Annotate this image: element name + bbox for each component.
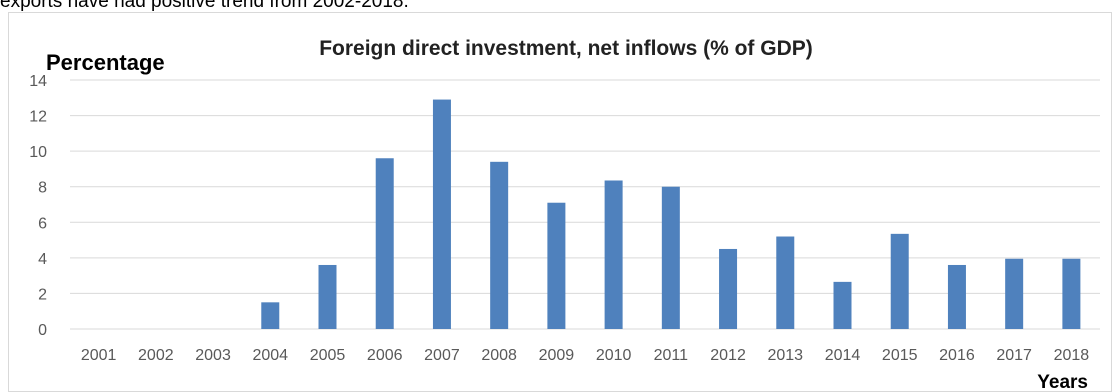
y-tick-label: 2 (38, 286, 47, 303)
bar-2018 (1062, 258, 1081, 329)
y-tick-label: 0 (38, 322, 47, 339)
context-text: exports have had positive trend from 200… (0, 0, 409, 12)
y-tick-label: 12 (29, 109, 47, 126)
x-tick-label: 2011 (654, 347, 689, 364)
bars (261, 99, 1081, 329)
x-tick-label: 2006 (367, 347, 403, 364)
x-tick-label: 2009 (539, 347, 575, 364)
bar-2014 (833, 281, 852, 329)
bar-2011 (661, 186, 680, 329)
x-tick-label: 2004 (252, 347, 288, 364)
bar-2004 (261, 302, 280, 329)
bar-2017 (1005, 258, 1024, 329)
bar-2015 (890, 233, 909, 329)
bar-2016 (947, 264, 966, 329)
x-tick-label: 2007 (424, 347, 460, 364)
x-tick-label: 2017 (996, 347, 1032, 364)
x-tick-label: 2010 (596, 347, 632, 364)
bar-2007 (432, 99, 451, 329)
x-tick-label: 2015 (882, 347, 918, 364)
y-tick-label: 6 (38, 215, 47, 232)
x-tick-label: 2003 (195, 347, 231, 364)
x-tick-label: 2002 (138, 347, 174, 364)
x-axis-label: Years (1037, 372, 1088, 389)
bar-2005 (318, 264, 337, 329)
x-tick-label: 2012 (710, 347, 746, 364)
x-tick-label: 2016 (939, 347, 975, 364)
bar-2009 (547, 202, 566, 329)
bar-2008 (490, 161, 509, 329)
y-tick-label: 14 (29, 73, 47, 90)
x-tick-label: 2018 (1054, 347, 1090, 364)
y-tick-labels: 0 2 4 6 8 10 12 14 (29, 73, 47, 339)
gridlines (70, 79, 1100, 330)
x-tick-label: 2008 (481, 347, 517, 364)
bar-2012 (719, 248, 738, 329)
x-tick-label: 2014 (825, 347, 861, 364)
x-tick-label: 2013 (767, 347, 803, 364)
x-tick-label: 2005 (310, 347, 346, 364)
bar-2013 (776, 236, 795, 329)
bar-2010 (604, 180, 623, 329)
y-axis-label: Percentage (46, 50, 165, 75)
y-tick-label: 4 (38, 251, 47, 268)
x-tick-labels: 2001 2002 2003 2004 2005 2006 2007 2008 2009 2010… (81, 347, 1089, 364)
y-tick-label: 10 (29, 144, 47, 161)
y-tick-label: 8 (38, 180, 47, 197)
chart-title: Foreign direct investment, net inflows (… (319, 37, 813, 60)
bar-2006 (375, 158, 394, 329)
x-tick-label: 2001 (81, 347, 117, 364)
